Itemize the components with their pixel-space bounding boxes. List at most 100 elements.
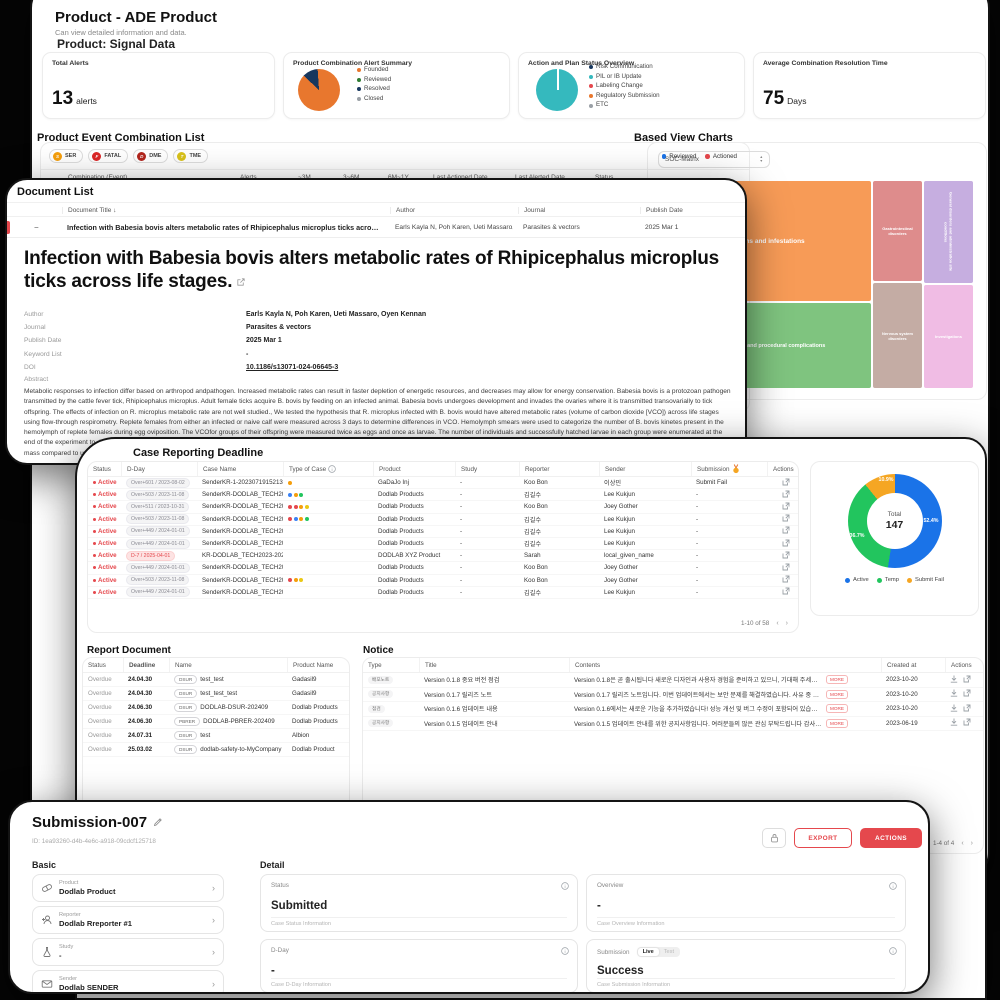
case-table-row[interactable]: Active Over+449 / 2024-01-01 SenderKR-DODL… — [88, 526, 798, 538]
report-column-header: Product Name — [287, 658, 349, 672]
basic-card-study[interactable]: Study - › — [32, 938, 224, 966]
prev-page-icon[interactable]: ‹ — [776, 620, 779, 627]
notice-table-row[interactable]: 공지사항 Version 0.1.5 업데이트 안내 Version 0.1.5 업… — [363, 717, 983, 731]
download-button[interactable] — [950, 718, 958, 728]
report-table-row[interactable]: Overdue 24.07.31 DSUR test Albion — [83, 729, 349, 743]
case-table-row[interactable]: Active Over+449 / 2024-01-01 SenderKR-DODL… — [88, 538, 798, 551]
download-button[interactable] — [950, 689, 958, 699]
info-icon: i — [561, 947, 569, 955]
case-table-card: Status D-Day Case Name Type of Case i Product… — [87, 461, 799, 633]
status-dot-icon — [93, 590, 96, 594]
collapse-row-icon[interactable]: − — [34, 223, 39, 232]
legend-dot-icon — [589, 94, 593, 99]
open-notice-button[interactable] — [963, 704, 971, 714]
basic-card-reporter[interactable]: Reporter Dodlab Rreporter #1 › — [32, 906, 224, 934]
live-test-toggle[interactable]: Live Test — [636, 947, 681, 957]
case-status-donut-chart[interactable]: 52.4% 36.7% 10.9% Total 147 — [847, 474, 942, 568]
open-case-button[interactable] — [782, 539, 790, 549]
report-table-row[interactable]: Overdue 24.06.30 DSUR DODLAB-DSUR-202409 Dod… — [83, 701, 349, 715]
case-table-row[interactable]: Active Over+503 / 2023-11-08 SenderKR-DODL… — [88, 575, 798, 587]
notice-table-row[interactable]: 공지사항 Version 0.1.7 릴리즈 노트 Version 0.1.7 릴리… — [363, 688, 983, 702]
actions-button[interactable]: ACTIONS — [860, 828, 922, 848]
case-sender: local_given_name — [604, 552, 654, 560]
severity-chip-fatal[interactable]: F FATAL — [88, 149, 129, 163]
external-link-icon[interactable] — [236, 271, 246, 292]
open-case-button[interactable] — [782, 563, 790, 573]
open-notice-button[interactable] — [963, 675, 971, 685]
open-case-button[interactable] — [782, 526, 790, 536]
treemap-block[interactable]: Nervous system disorders — [873, 283, 922, 388]
severity-chip-tme[interactable]: T TME — [173, 149, 209, 163]
next-page-icon[interactable]: › — [970, 840, 973, 847]
case-table-row[interactable]: Active Over+449 / 2024-01-01 SenderKR-DODL… — [88, 587, 798, 599]
basic-card-sender[interactable]: Sender Dodlab SENDER › — [32, 970, 224, 992]
action-plan-pie-chart[interactable] — [536, 69, 578, 111]
open-case-button[interactable] — [782, 490, 790, 500]
case-name: SenderKR-DODLAB_TECH2023... — [202, 564, 283, 572]
more-button[interactable]: MORE — [826, 675, 849, 685]
treemap-block[interactable]: General disorders and administration sit… — [924, 181, 973, 283]
notice-column-header: Title — [419, 658, 569, 672]
document-table-row[interactable]: − Infection with Babesia bovis alters me… — [7, 217, 745, 238]
next-page-icon[interactable]: › — [785, 620, 788, 627]
case-status: Active — [88, 552, 121, 559]
toggle-live-option[interactable]: Live — [637, 948, 659, 956]
doi-link[interactable]: 10.1186/s13071-024-06645-3 — [246, 363, 339, 371]
report-table-row[interactable]: Overdue 24.04.30 DSUR test_test_test Gadasil… — [83, 687, 349, 701]
open-notice-button[interactable] — [963, 718, 971, 728]
open-case-button[interactable] — [782, 587, 790, 597]
lock-button[interactable] — [762, 828, 786, 848]
severity-chip-ser[interactable]: S SER — [49, 149, 84, 163]
edit-pencil-icon[interactable] — [153, 814, 163, 831]
case-product: Dodlab Products — [378, 576, 424, 584]
case-submission: - — [696, 527, 699, 535]
case-reporter: 김길수 — [524, 541, 542, 549]
open-case-button[interactable] — [782, 514, 790, 524]
case-column-header: Type of Case i — [283, 462, 373, 476]
document-row-title[interactable]: Infection with Babesia bovis alters meta… — [67, 223, 382, 232]
open-case-button[interactable] — [782, 575, 790, 585]
sort-desc-icon[interactable]: ↓ — [111, 207, 117, 214]
case-column-header: Study — [455, 462, 519, 476]
case-table-row[interactable]: Active Over+601 / 2023-08-02 SenderKR-1-20… — [88, 477, 798, 490]
toggle-test-option[interactable]: Test — [663, 949, 675, 955]
more-button[interactable]: MORE — [826, 704, 849, 714]
report-table-row[interactable]: Overdue 25.03.02 DSUR dodlab-safety-to-MyCo… — [83, 743, 349, 757]
case-table-row[interactable]: Active Over+503 / 2023-11-08 SenderKR-DODL… — [88, 489, 798, 502]
case-table-row[interactable]: Active D-7 / 2025-04-01 KR-DODLAB_TECH2023… — [88, 550, 798, 563]
open-notice-button[interactable] — [963, 689, 971, 699]
info-icon: i — [889, 947, 897, 955]
more-button[interactable]: MORE — [826, 718, 849, 728]
detail-section-label: Detail — [260, 860, 285, 870]
export-button[interactable]: EXPORT — [794, 828, 852, 848]
more-button[interactable]: MORE — [826, 689, 849, 699]
case-table-row[interactable]: Active Over+449 / 2024-01-01 SenderKR-DODL… — [88, 562, 798, 575]
submission-title-text: Submission-007 — [32, 814, 148, 831]
download-button[interactable] — [950, 704, 958, 714]
notice-table-row[interactable]: 점검 Version 0.1.6 업데이트 내용 Version 0.1.6에서는 … — [363, 702, 983, 717]
prev-page-icon[interactable]: ‹ — [961, 840, 964, 847]
case-submission: - — [696, 588, 699, 596]
legend-dot-icon — [589, 84, 593, 89]
severity-chip-dme[interactable]: D DME — [133, 149, 169, 163]
detail-card-value: - — [597, 900, 601, 912]
treemap-block[interactable]: Gastrointestinal disorders — [873, 181, 922, 281]
report-table-row[interactable]: Overdue 24.06.30 PBRER DODLAB-PBRER-202409 D… — [83, 715, 349, 729]
open-case-button[interactable] — [782, 478, 790, 488]
download-button[interactable] — [950, 675, 958, 685]
soc-select[interactable]: SOC-Matrix ▲ ▼ — [658, 151, 770, 168]
open-case-button[interactable] — [782, 502, 790, 512]
alert-summary-pie-chart[interactable] — [298, 69, 340, 111]
notice-table-row[interactable]: 배포노트 Version 0.1.8 중요 버전 점검 Version 0.1.8은… — [363, 673, 983, 688]
detail-card-helper: Case Submission Information — [597, 978, 895, 988]
case-table-row[interactable]: Active Over+503 / 2023-11-08 SenderKR-DODL… — [88, 514, 798, 526]
case-table-row[interactable]: Active Over+511 / 2023-10-31 SenderKR-DODL… — [88, 501, 798, 514]
dday-badge: Over+503 / 2023-11-08 — [126, 575, 190, 586]
case-type-dot-icon — [304, 504, 309, 509]
treemap-block[interactable]: Investigations — [924, 285, 973, 388]
open-case-button[interactable] — [782, 551, 790, 561]
basic-card-product[interactable]: Product Dodlab Product › — [32, 874, 224, 902]
detail-card-label: D-Day — [271, 947, 289, 954]
case-reporter: Koo Bon — [524, 503, 548, 511]
report-table-row[interactable]: Overdue 24.04.30 DSUR test_test Gadasil9 — [83, 673, 349, 687]
